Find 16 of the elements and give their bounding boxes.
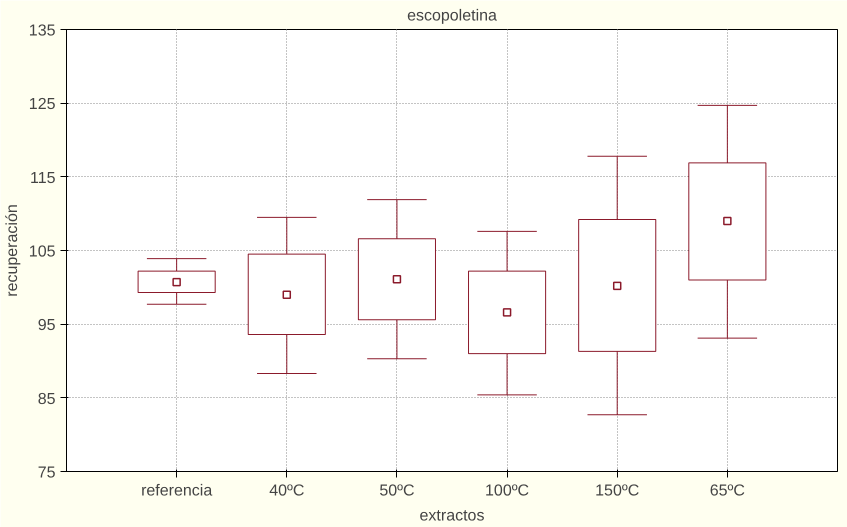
x-tick-label: 50ºC xyxy=(379,482,415,500)
x-tick-label: referencia xyxy=(141,482,212,500)
y-tick-label: 75 xyxy=(38,464,56,482)
x-axis-title: extractos xyxy=(420,508,484,524)
x-tick-label: 65ºC xyxy=(710,482,745,500)
x-tick-label: 100ºC xyxy=(485,482,530,500)
x-tick-label: 150ºC xyxy=(595,482,640,500)
y-tick-label: 95 xyxy=(38,317,56,334)
x-tick-label: 40ºC xyxy=(269,482,304,500)
y-tick-label: 135 xyxy=(28,22,56,40)
y-tick-label: 115 xyxy=(30,170,56,187)
y-axis-title: recuperación xyxy=(4,204,21,297)
y-tick-label: 85 xyxy=(38,390,56,408)
chart-title: escopoletina xyxy=(407,8,498,24)
y-tick-label: 105 xyxy=(28,244,56,260)
y-tick-label: 125 xyxy=(28,96,56,114)
